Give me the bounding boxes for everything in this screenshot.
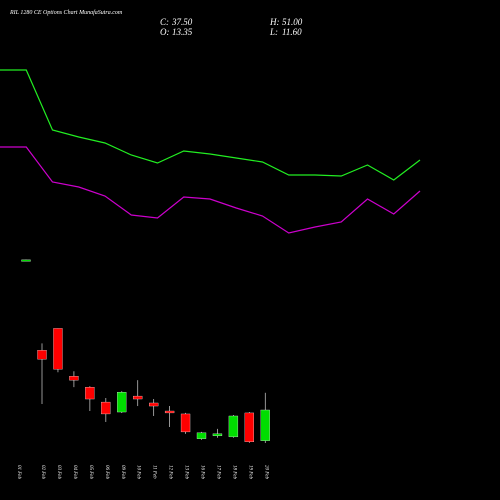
- candle-body: [148, 402, 159, 407]
- summary-value: 51.00: [282, 17, 303, 27]
- summary-value: 11.60: [282, 27, 302, 37]
- candle-body: [53, 328, 63, 370]
- candle-body: [117, 391, 127, 413]
- x-tick-label: 10 Feb: [136, 465, 141, 480]
- x-tick-label: 09 Feb: [120, 465, 125, 480]
- summary-value: 13.35: [172, 27, 193, 37]
- x-tick-label: 12 Feb: [168, 465, 173, 480]
- candle-body: [133, 395, 143, 400]
- candle-body: [228, 415, 239, 438]
- x-tick-label: 03 Feb: [56, 465, 61, 480]
- candle-body: [180, 413, 191, 433]
- summary-label: H:: [269, 17, 280, 27]
- x-tick-label: 20 Feb: [263, 465, 268, 480]
- x-tick-label: 11 Feb: [152, 465, 157, 479]
- x-tick-label: 16 Feb: [200, 465, 205, 480]
- line-series: [0, 69, 421, 181]
- summary-label: L:: [269, 27, 278, 37]
- x-tick-label: 05 Feb: [88, 465, 93, 480]
- candle-body: [196, 432, 207, 439]
- candle-body: [37, 350, 47, 360]
- x-tick-label: 17 Feb: [215, 465, 220, 480]
- summary-value: 37.50: [171, 17, 193, 27]
- candle-body: [212, 433, 223, 437]
- x-tick-label: 19 Feb: [247, 465, 252, 480]
- candle-body: [244, 412, 255, 443]
- x-tick-label: 04 Feb: [72, 465, 77, 480]
- candle-body: [101, 401, 111, 415]
- x-tick-label: 13 Feb: [184, 465, 189, 480]
- candle-body: [21, 259, 31, 262]
- x-tick-label: 02 Feb: [40, 465, 45, 480]
- x-tick-label: 01 Feb: [16, 465, 21, 480]
- x-tick-label: 18 Feb: [231, 465, 236, 480]
- x-tick-label: 06 Feb: [104, 465, 109, 480]
- candle-body: [164, 410, 175, 414]
- summary-label: C:: [160, 17, 169, 27]
- candle-body: [85, 387, 95, 400]
- chart-title: RIL 1280 CE Options Chart MunafaSutra.co…: [9, 9, 123, 16]
- candle-body: [260, 409, 270, 441]
- line-series: [0, 146, 421, 234]
- candle-body: [69, 376, 79, 381]
- summary-label: O:: [160, 27, 170, 37]
